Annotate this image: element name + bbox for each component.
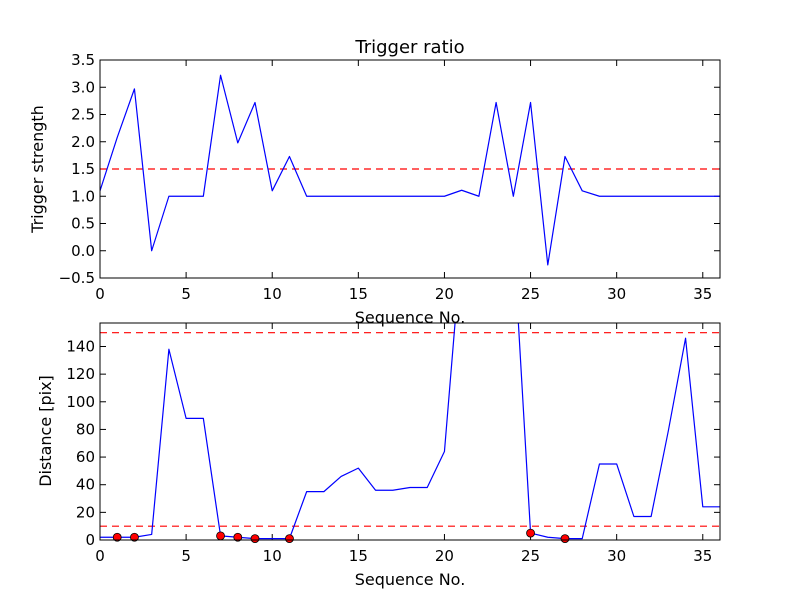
y-tick-label: 120 bbox=[66, 365, 95, 383]
x-tick-label: 15 bbox=[349, 285, 368, 303]
data-point-marker bbox=[130, 532, 139, 542]
y-tick-label: 3.5 bbox=[71, 51, 95, 69]
x-tick-label: 20 bbox=[435, 285, 454, 303]
y-tick-label: 140 bbox=[66, 337, 95, 355]
y-tick-label: −0.5 bbox=[59, 269, 95, 287]
x-tick-label: 15 bbox=[349, 547, 368, 565]
data-point-marker bbox=[216, 531, 225, 541]
series-line bbox=[100, 323, 720, 540]
y-tick-label: 40 bbox=[76, 476, 95, 494]
x-tick-label: 5 bbox=[181, 285, 191, 303]
distance-plot: 0 5 10 15 20 25 30 35 0 20 40 60 80 100 120 140 Sequenc… bbox=[36, 322, 721, 589]
y-tick-label: 20 bbox=[76, 503, 95, 521]
x-tick-label: 20 bbox=[435, 547, 454, 565]
data-point-marker bbox=[526, 528, 535, 538]
plot-area bbox=[100, 74, 720, 266]
x-axis-label: Sequence No. bbox=[355, 308, 466, 327]
y-tick-label: 60 bbox=[76, 448, 95, 466]
y-tick-label: 100 bbox=[66, 393, 95, 411]
x-tick-label: 30 bbox=[607, 547, 626, 565]
y-tick-label: 1.5 bbox=[71, 160, 95, 178]
y-axis-label: Distance [pix] bbox=[36, 375, 55, 487]
y-tick-label: 0.5 bbox=[71, 215, 95, 233]
y-tick-label: 2.0 bbox=[71, 133, 95, 151]
data-point-marker bbox=[285, 534, 294, 544]
x-tick-label: 35 bbox=[693, 547, 712, 565]
y-tick-label: 2.5 bbox=[71, 106, 95, 124]
x-tick-label: 30 bbox=[607, 285, 626, 303]
x-tick-label: 0 bbox=[95, 547, 105, 565]
axes-frame bbox=[99, 322, 721, 541]
y-tick-label: 1.0 bbox=[71, 187, 95, 205]
data-point-marker bbox=[250, 534, 260, 544]
x-tick-label: 25 bbox=[521, 285, 540, 303]
x-tick-label: 5 bbox=[181, 547, 191, 565]
y-axis-label: Trigger strength bbox=[28, 105, 47, 234]
x-tick-label: 0 bbox=[95, 285, 105, 303]
axes-frame bbox=[99, 59, 721, 279]
y-tick-label: 0 bbox=[85, 531, 95, 549]
axis-ticks: 0 5 10 15 20 25 30 35 −0.5 0.0 0.5 1.0 1.5 2.0 2.5 3.0 3… bbox=[59, 51, 720, 303]
y-tick-label: 3.0 bbox=[71, 78, 95, 96]
x-tick-label: 10 bbox=[263, 547, 282, 565]
data-point-marker bbox=[112, 532, 122, 542]
series-line bbox=[100, 74, 720, 266]
trigger-ratio-plot: Trigger ratio 0 5 10 15 20 25 30 35 −0.5 0.0 0.5 1.… bbox=[28, 37, 721, 327]
x-tick-label: 25 bbox=[521, 547, 540, 565]
data-point-marker bbox=[560, 534, 570, 544]
data-point-marker bbox=[233, 532, 243, 542]
y-tick-label: 80 bbox=[76, 420, 95, 438]
x-tick-label: 10 bbox=[263, 285, 282, 303]
y-tick-label: 0.0 bbox=[71, 242, 95, 260]
axis-ticks: 0 5 10 15 20 25 30 35 0 20 40 60 80 100 120 140 bbox=[66, 323, 720, 565]
chart-title: Trigger ratio bbox=[354, 37, 464, 58]
plot-area bbox=[100, 323, 720, 540]
x-tick-label: 35 bbox=[693, 285, 712, 303]
x-axis-label: Sequence No. bbox=[355, 570, 466, 589]
